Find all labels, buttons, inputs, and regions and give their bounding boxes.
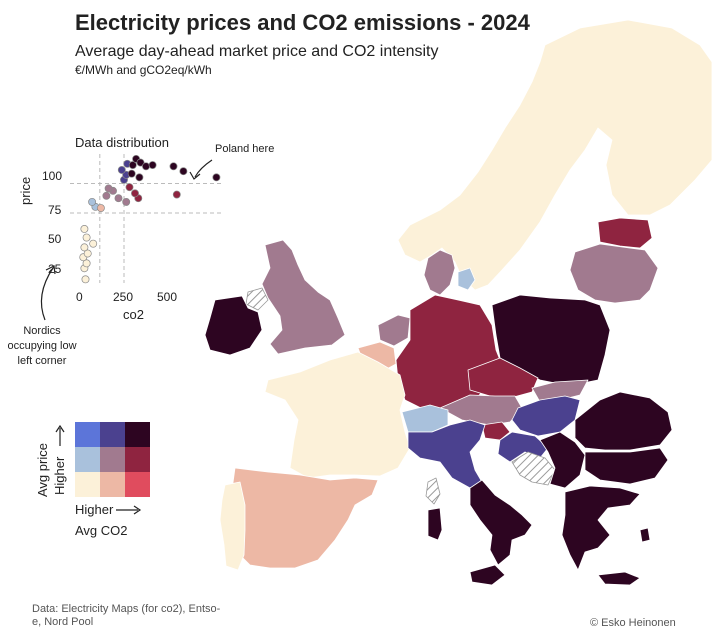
scatter-point	[80, 224, 89, 233]
region-serbia	[539, 431, 586, 489]
scatter-point	[122, 197, 131, 206]
legend-cell	[100, 472, 125, 497]
region-italy-north	[407, 419, 486, 489]
x-axis-label: co2	[123, 307, 144, 322]
region-denmark-east	[457, 267, 476, 291]
region-greek-islands	[597, 571, 641, 586]
legend-y-label: Avg price	[35, 443, 50, 497]
scatter-point	[82, 233, 91, 242]
scatter-point	[131, 189, 139, 198]
scatter-point	[172, 190, 181, 199]
legend-y-direction: Higher	[52, 456, 67, 495]
legend-cell	[125, 422, 150, 447]
region-sardinia	[427, 507, 443, 541]
scatter-point	[179, 167, 188, 176]
region-france	[264, 351, 411, 479]
region-switzerland	[401, 404, 449, 433]
poland-arrow	[189, 159, 213, 180]
scatter-point	[104, 184, 113, 193]
units-label: €/MWh and gCO2eq/kWh	[75, 63, 212, 77]
region-slovenia	[481, 421, 511, 441]
scatter-point	[125, 183, 134, 192]
x-tick-label: 250	[113, 290, 134, 304]
source-note: Data: Electricity Maps (for co2), Entso-…	[32, 603, 221, 628]
y-tick-label: 50	[48, 232, 62, 246]
region-baltics	[569, 243, 659, 304]
scatter-point	[169, 162, 178, 171]
credit-note: © Esko Heinonen	[590, 617, 676, 629]
legend-cell	[100, 447, 125, 472]
scatter-point	[135, 173, 144, 182]
region-netherlands	[377, 314, 411, 347]
scatter-point	[212, 173, 221, 182]
region-northern-ireland	[245, 287, 269, 311]
scatter-point	[96, 204, 105, 213]
legend-cell	[75, 472, 100, 497]
region-portugal	[219, 481, 246, 571]
x-tick-label: 500	[157, 290, 178, 304]
poland-annotation: Poland here	[215, 143, 275, 155]
x-tick-label: 0	[76, 290, 83, 304]
region-bulgaria	[584, 447, 669, 485]
scatter-point	[88, 197, 97, 206]
scatter-point	[148, 161, 157, 170]
legend-arrows	[55, 424, 142, 515]
region-denmark	[423, 249, 456, 296]
scatter-point	[142, 162, 150, 171]
legend-x-direction: Higher	[75, 502, 114, 517]
scatter-point	[117, 166, 126, 174]
scatter-point	[136, 158, 145, 167]
page-subtitle: Average day-ahead market price and CO2 i…	[75, 43, 439, 60]
legend-cell	[75, 422, 100, 447]
y-tick-label: 100	[42, 169, 63, 183]
legend-cell	[100, 422, 125, 447]
scatter-point	[81, 275, 90, 284]
region-balkans-nodata	[511, 451, 556, 486]
region-greece	[561, 485, 641, 571]
nordic-arrow	[40, 265, 56, 321]
scatter-point	[128, 161, 137, 170]
y-tick-label: 25	[48, 262, 62, 276]
page-title: Electricity prices and CO2 emissions - 2…	[75, 10, 530, 35]
scatter-point	[82, 259, 91, 268]
legend-x-label: Avg CO2	[75, 523, 128, 538]
region-sicily	[469, 564, 506, 586]
region-scandinavia	[397, 19, 713, 291]
region-italy-south	[469, 479, 533, 566]
region-hungary	[511, 395, 581, 437]
y-axis-label: price	[18, 176, 33, 205]
scatter-point	[102, 191, 111, 200]
region-greek-island-small	[639, 527, 651, 543]
scatter-point	[89, 239, 98, 248]
region-estonia	[597, 217, 653, 249]
scatter-point	[83, 249, 92, 258]
legend-cell	[75, 447, 100, 472]
scatter-point	[114, 194, 123, 203]
region-czechia	[467, 357, 539, 399]
y-tick-label: 75	[48, 203, 62, 217]
inset-title: Data distribution	[75, 135, 169, 150]
scatter-point	[127, 169, 136, 178]
region-great-britain	[261, 239, 346, 355]
scatter-point	[80, 243, 89, 252]
legend-cell	[125, 447, 150, 472]
inset-scatter	[70, 154, 223, 284]
nordic-annotation: Nordics occupying low left corner	[7, 325, 77, 367]
region-spain	[231, 467, 379, 569]
legend-grid	[75, 422, 150, 497]
region-ireland	[204, 295, 263, 356]
legend-cell	[125, 472, 150, 497]
region-romania	[574, 391, 673, 451]
region-corsica	[425, 477, 441, 505]
